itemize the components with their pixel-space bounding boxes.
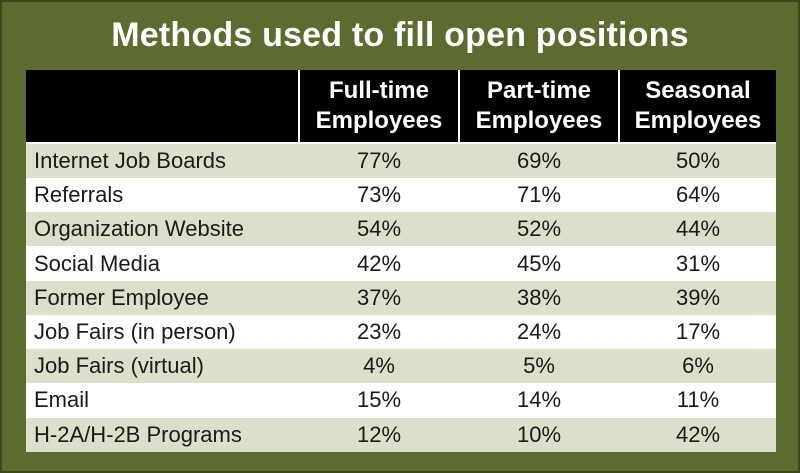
data-cell: 44% [675, 216, 721, 242]
table-row: Referrals 73% 71% 64% [26, 178, 776, 213]
column-header-part-time: Part-time Employees [460, 70, 618, 142]
data-cell: 37% [356, 284, 402, 310]
data-cell: 69% [516, 148, 562, 173]
table-row: Email 15% 14% 11% [26, 383, 776, 418]
data-cell: 73% [356, 182, 402, 208]
column-header-line: Seasonal [645, 77, 751, 104]
table-row: Job Fairs (virtual) 4% 5% 6% [26, 349, 776, 384]
data-cell: 11% [676, 387, 720, 413]
data-cell: 4% [363, 353, 395, 379]
column-header-seasonal: Seasonal Employees [620, 70, 776, 142]
row-label: Former Employee [34, 284, 209, 310]
table-header: Full-time Employees Part-time Employees … [26, 70, 776, 142]
data-cell: 12% [356, 421, 402, 447]
data-cell: 17% [675, 319, 721, 344]
data-cell: 24% [516, 319, 562, 344]
table-row: Job Fairs (in person) 23% 24% 17% [26, 315, 776, 349]
data-cell: 42% [675, 421, 721, 447]
data-cell: 42% [356, 250, 402, 276]
header-divider [618, 70, 620, 142]
data-cell: 38% [516, 284, 562, 310]
data-cell: 64% [675, 182, 721, 208]
row-label: H-2A/H-2B Programs [34, 421, 242, 447]
data-cell: 31% [675, 250, 721, 276]
data-cell: 23% [356, 319, 402, 344]
data-cell: 77% [356, 148, 402, 173]
data-cell: 10% [516, 421, 562, 447]
row-label: Email [34, 387, 90, 413]
data-cell: 39% [675, 284, 721, 310]
data-cell: 50% [675, 148, 721, 173]
column-header-line: Employees [475, 107, 603, 134]
data-cell: 54% [356, 216, 402, 242]
table-row: Organization Website 54% 52% 44% [26, 212, 776, 247]
column-header-line: Part-time [486, 77, 592, 104]
header-divider [458, 70, 460, 142]
row-label: Organization Website [34, 216, 244, 242]
table-row: Social Media 42% 45% 31% [26, 246, 776, 281]
row-label: Job Fairs (virtual) [34, 353, 204, 379]
header-divider [298, 70, 300, 142]
column-header-line: Employees [634, 107, 762, 134]
row-label: Social Media [34, 250, 160, 276]
data-cell: 14% [516, 387, 562, 413]
table-row: Former Employee 37% 38% 39% [26, 280, 776, 315]
data-cell: 45% [516, 250, 562, 276]
table-row: Internet Job Boards 77% 69% 50% [26, 144, 776, 178]
chart-title: Methods used to fill open positions [111, 16, 689, 54]
row-label: Job Fairs (in person) [34, 319, 236, 344]
column-header-line: Full-time [329, 77, 429, 104]
data-cell: 71% [516, 182, 562, 208]
data-cell: 15% [356, 387, 402, 413]
row-label: Referrals [34, 182, 124, 208]
row-label: Internet Job Boards [34, 148, 227, 173]
column-header-full-time: Full-time Employees [300, 70, 458, 142]
column-header-line: Employees [315, 107, 443, 134]
data-cell: 6% [682, 353, 714, 379]
table-row: H-2A/H-2B Programs 12% 10% 42% [26, 417, 776, 452]
data-table: Full-time Employees Part-time Employees … [26, 70, 776, 452]
data-cell: 52% [516, 216, 562, 242]
data-cell: 5% [523, 353, 555, 379]
